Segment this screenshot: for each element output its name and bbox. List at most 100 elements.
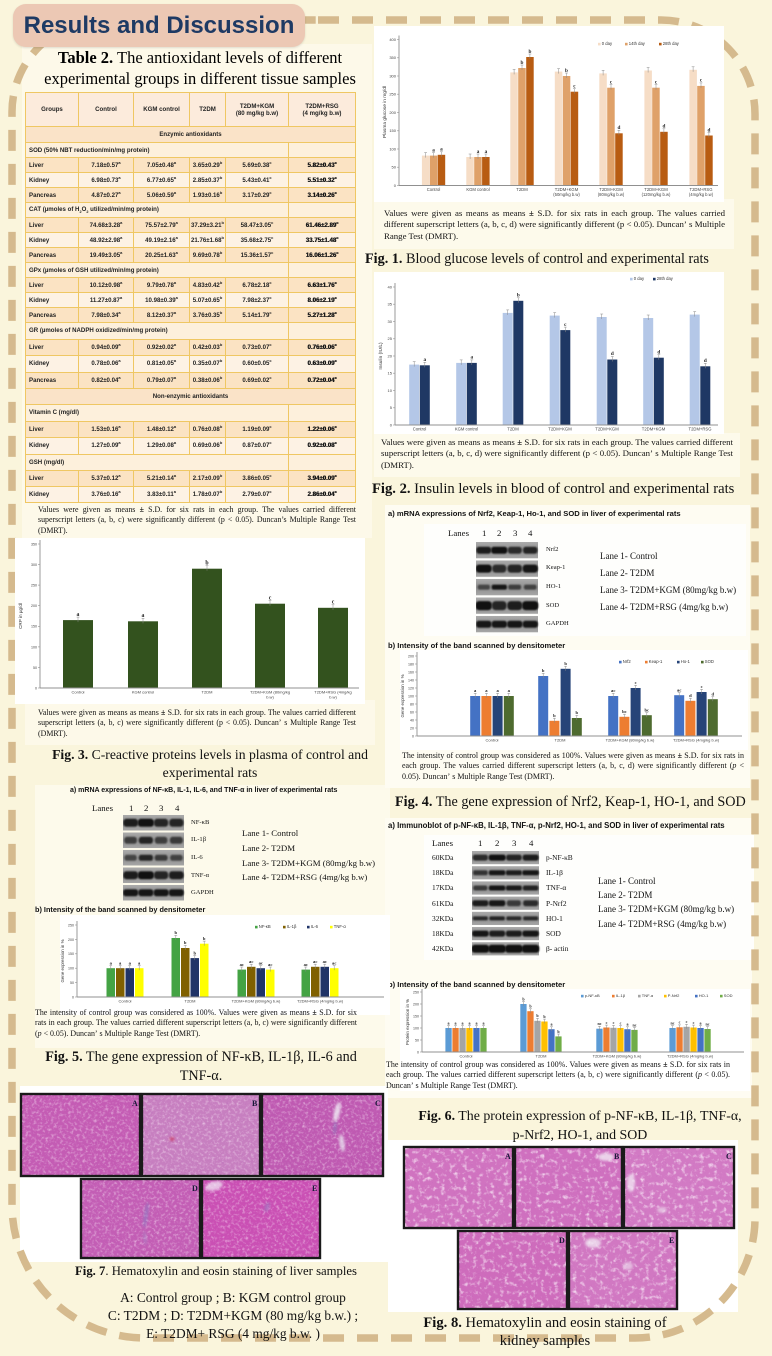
svg-text:T2DM+RSG: T2DM+RSG [690,187,713,192]
svg-text:ac: ac [259,960,263,965]
svg-text:a: a [485,149,488,155]
svg-text:T2DM+KGM: T2DM+KGM [548,427,572,432]
svg-text:c: c [655,80,658,86]
svg-text:ac: ac [268,962,272,967]
svg-text:b: b [564,661,567,666]
svg-text:T2DM: T2DM [516,187,528,192]
svg-text:0 day: 0 day [634,276,645,281]
svg-text:80: 80 [410,702,414,706]
svg-text:ac: ac [304,962,308,967]
svg-text:ac: ac [677,687,681,692]
svg-text:150: 150 [413,1014,419,1018]
svg-text:T2DM: T2DM [507,427,519,432]
svg-text:KGM control: KGM control [132,690,154,695]
svg-text:a: a [476,1020,478,1025]
svg-text:20: 20 [410,726,414,730]
svg-text:d: d [704,358,707,364]
svg-text:a: a [474,688,477,693]
svg-text:100: 100 [408,694,414,698]
svg-text:a: a [110,960,113,965]
svg-text:d: d [662,124,665,130]
svg-text:bc: bc [645,707,650,712]
svg-text:b: b [529,1004,532,1009]
svg-text:35: 35 [388,302,393,307]
svg-text:c: c [686,1019,688,1024]
svg-text:b: b [517,293,520,299]
svg-text:10: 10 [388,388,393,393]
svg-text:bc: bc [622,709,627,714]
svg-text:20: 20 [388,353,393,358]
svg-text:IL-6: IL-6 [311,924,319,929]
svg-text:T2DM: T2DM [185,999,196,1004]
svg-text:350: 350 [31,542,37,546]
svg-text:SOD: SOD [724,993,733,998]
svg-text:a: a [462,1020,464,1025]
svg-text:Gene expression in %: Gene expression in % [400,674,405,717]
svg-text:T2DM+RSG (4mg/kg b.w): T2DM+RSG (4mg/kg b.w) [667,1054,714,1059]
svg-text:NF-κB: NF-κB [259,924,271,929]
svg-text:T2DM+RSG (4mg/kg: T2DM+RSG (4mg/kg [314,690,351,695]
svg-text:ac: ac [323,959,327,964]
svg-text:b: b [542,668,545,673]
svg-text:a: a [455,1020,457,1025]
svg-text:Keap-1: Keap-1 [649,659,663,664]
svg-text:b.w): b.w) [266,694,274,699]
svg-text:250: 250 [389,92,396,97]
svg-text:T2DM: T2DM [536,1054,547,1059]
svg-text:Control: Control [460,1054,473,1059]
svg-text:c: c [700,78,703,84]
svg-text:250: 250 [31,584,37,588]
svg-text:ac: ac [249,959,253,964]
svg-text:150: 150 [68,952,74,956]
svg-text:T2DM+KGM (80mg/kg: T2DM+KGM (80mg/kg [250,690,290,695]
svg-text:b: b [521,60,524,66]
svg-text:(50mg/kg b.w): (50mg/kg b.w) [553,192,580,197]
svg-text:200: 200 [408,654,414,658]
svg-text:200: 200 [413,1002,419,1006]
svg-text:a: a [119,960,122,965]
svg-text:0: 0 [72,995,74,999]
svg-text:b: b [184,940,187,945]
svg-text:B: B [252,1099,258,1108]
svg-text:28th day: 28th day [663,41,680,46]
svg-text:P-Nrf2: P-Nrf2 [668,993,680,998]
svg-text:100: 100 [68,967,74,971]
svg-text:200: 200 [389,110,396,115]
svg-text:c: c [613,1020,615,1025]
svg-text:c: c [679,1020,681,1025]
svg-text:a: a [448,1020,450,1025]
svg-text:T2DM: T2DM [555,738,566,743]
svg-text:a: a [469,1020,471,1025]
svg-text:d: d [712,691,715,696]
svg-text:400: 400 [389,37,396,42]
svg-text:c: c [610,80,613,86]
svg-text:60: 60 [410,710,414,714]
svg-text:d: d [617,125,620,131]
svg-text:IL-1β: IL-1β [616,993,626,998]
svg-text:p-NF-κB: p-NF-κB [585,993,600,998]
svg-text:c: c [573,84,576,90]
svg-text:c: c [332,600,335,606]
svg-text:(120mg/kg b.w): (120mg/kg b.w) [642,192,671,197]
svg-text:c: c [701,684,703,689]
svg-text:b: b [528,49,531,55]
svg-text:nc: nc [671,1020,675,1025]
svg-text:Plasma glucose in mg/dl: Plasma glucose in mg/dl [382,86,388,138]
svg-text:CRP in µg/dl: CRP in µg/dl [18,603,23,629]
svg-text:0: 0 [394,183,397,188]
svg-text:T2DM+KGM: T2DM+KGM [595,427,619,432]
svg-text:a: a [138,960,141,965]
svg-text:c: c [693,1020,695,1025]
svg-text:Ho-1: Ho-1 [681,659,691,664]
svg-text:C: C [375,1099,381,1108]
svg-text:100: 100 [31,645,37,649]
svg-text:b: b [576,710,579,715]
svg-text:160: 160 [408,670,414,674]
svg-text:T2DM+KGM: T2DM+KGM [642,427,666,432]
svg-text:ac: ac [611,688,615,693]
svg-text:T2DM+KGM: T2DM+KGM [555,187,579,192]
svg-text:TNF-α: TNF-α [334,924,347,929]
svg-text:a: a [483,1020,485,1025]
svg-text:120: 120 [408,686,414,690]
svg-text:250: 250 [413,990,419,994]
